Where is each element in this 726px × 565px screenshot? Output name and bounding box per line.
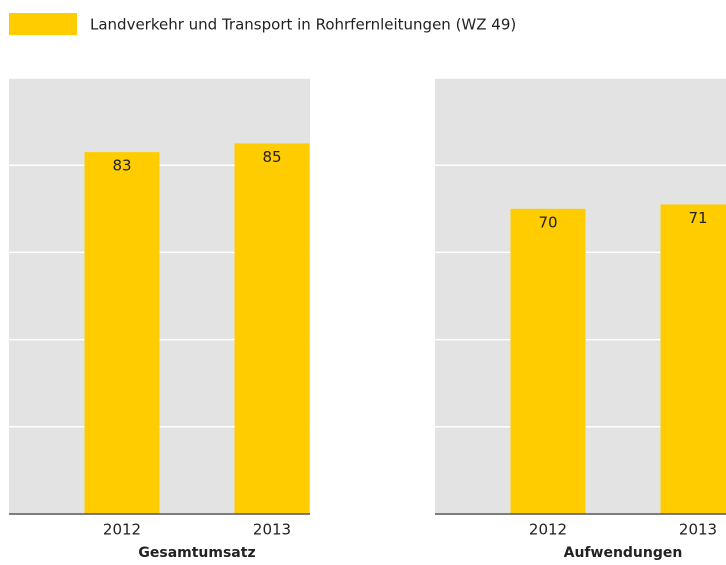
chart-title: Aufwendungen: [564, 545, 683, 561]
x-tick-label: 2012: [103, 521, 141, 539]
value-label: 71: [688, 209, 707, 227]
bar: [84, 152, 160, 514]
value-label: 85: [262, 148, 281, 166]
bar: [660, 204, 726, 514]
bar: [234, 143, 310, 514]
bar: [510, 208, 586, 515]
legend-swatch: [9, 13, 77, 35]
legend-label: Landverkehr und Transport in Rohrfernlei…: [90, 16, 516, 34]
chart-title: Gesamtumsatz: [138, 545, 255, 561]
x-tick-label: 2013: [679, 521, 717, 539]
value-label: 70: [538, 213, 557, 231]
x-tick-label: 2012: [529, 521, 567, 539]
value-label: 83: [112, 157, 131, 175]
x-tick-label: 2013: [253, 521, 291, 539]
